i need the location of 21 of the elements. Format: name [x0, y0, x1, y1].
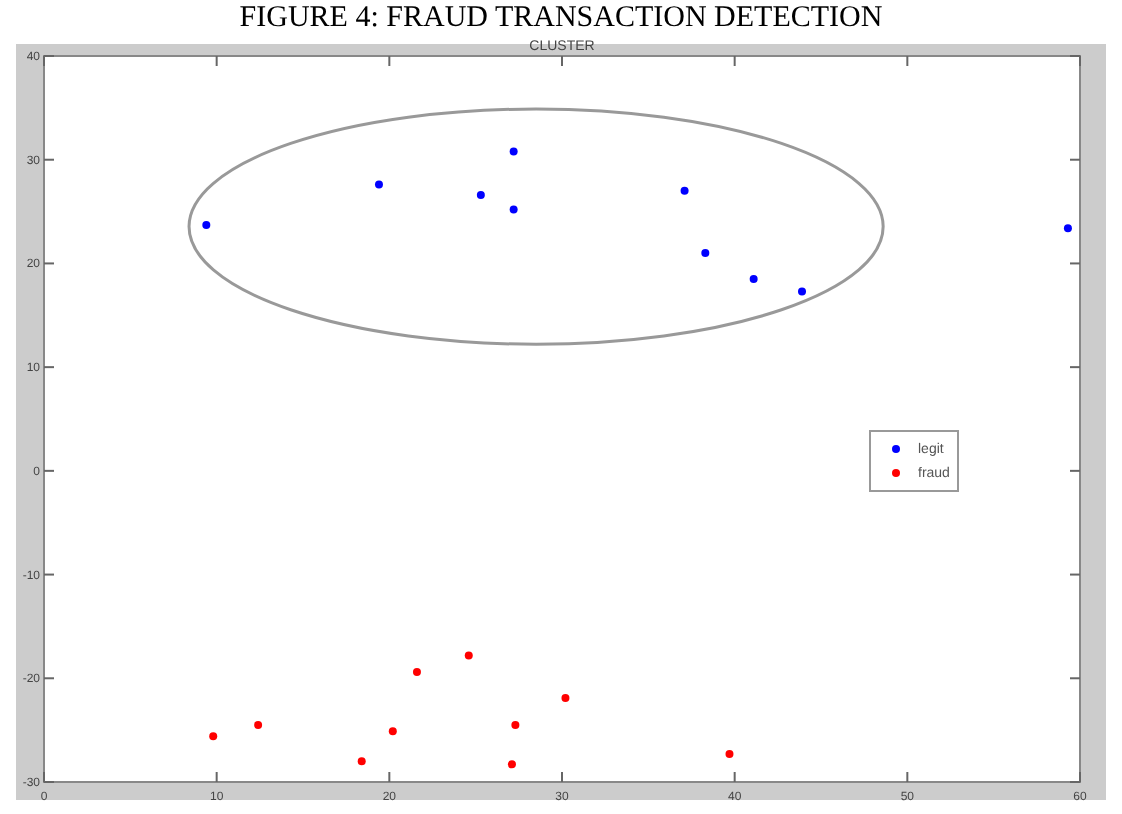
point — [680, 186, 689, 195]
point — [507, 760, 516, 769]
point — [254, 720, 263, 729]
point — [509, 147, 518, 156]
point — [374, 180, 383, 189]
point — [798, 287, 807, 296]
point — [749, 274, 758, 283]
point — [725, 750, 734, 758]
chart-title: FIGURE 4: FRAUD TRANSACTION DETECTION — [239, 2, 883, 34]
point — [357, 757, 366, 766]
point — [511, 720, 520, 729]
point — [464, 651, 473, 660]
point — [701, 249, 710, 258]
point — [561, 693, 570, 702]
point — [476, 190, 485, 199]
point — [209, 732, 218, 741]
point — [509, 205, 518, 214]
point — [388, 727, 397, 736]
point — [202, 221, 211, 230]
point — [412, 668, 421, 677]
point — [1063, 224, 1072, 233]
